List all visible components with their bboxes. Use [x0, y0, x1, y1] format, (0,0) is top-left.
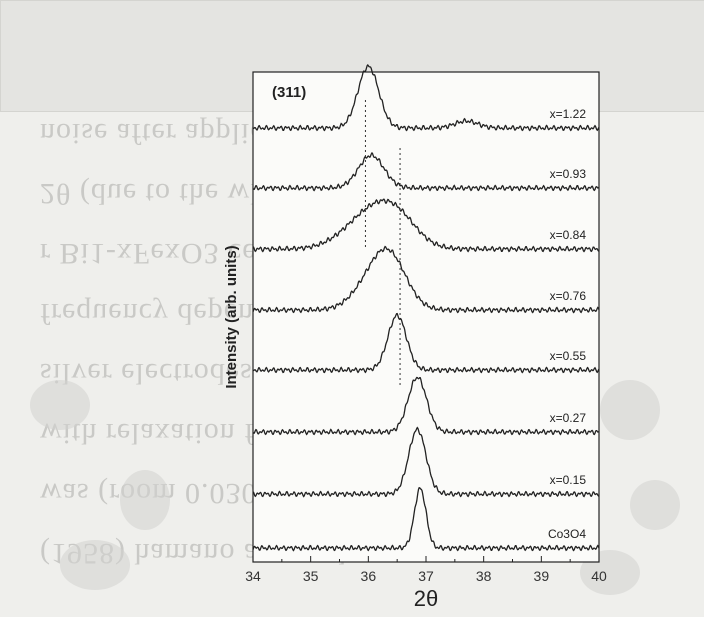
- x-tick-label: 37: [418, 568, 434, 584]
- diffraction-curves: [252, 64, 600, 552]
- series-line: [252, 64, 600, 132]
- background-blob: [600, 380, 660, 440]
- series-line: [252, 198, 600, 253]
- series-line: [252, 376, 600, 436]
- series-label: x=0.55: [550, 349, 587, 363]
- x-tick-label: 40: [591, 568, 607, 584]
- series-label: x=0.84: [550, 228, 587, 242]
- x-tick-label: 36: [361, 568, 377, 584]
- plot-frame: [252, 71, 600, 563]
- y-axis-label: Intensity (arb. units): [223, 245, 240, 388]
- series-label: x=0.76: [550, 289, 587, 303]
- x-tick-label: 34: [245, 568, 261, 584]
- background-blob: [120, 470, 170, 530]
- x-tick-label: 39: [534, 568, 550, 584]
- series-line: [252, 152, 600, 192]
- x-tick-label: 38: [476, 568, 492, 584]
- series-label: x=1.22: [550, 107, 587, 121]
- series-label: x=0.93: [550, 167, 587, 181]
- series-line: [252, 245, 600, 314]
- curve-labels: x=1.22 x=0.93 x=0.84 x=0.76 x=0.55 x=0.27 x=0.…: [548, 107, 586, 541]
- background-blob: [60, 540, 130, 590]
- background-blob: [30, 380, 90, 430]
- series-label: x=0.15: [550, 473, 587, 487]
- series-label: x=0.27: [550, 411, 587, 425]
- background-blob: [630, 480, 680, 530]
- series-line: [252, 487, 600, 552]
- x-axis-label: 2θ: [414, 586, 438, 611]
- chart-title: (311): [272, 84, 306, 101]
- series-label: Co3O4: [548, 527, 586, 541]
- series-line: [252, 426, 600, 498]
- series-line: [252, 312, 600, 374]
- reference-lines: [364, 100, 401, 385]
- x-axis: 34 35 36 37 38 39 40: [245, 556, 607, 584]
- x-tick-label: 35: [303, 568, 319, 584]
